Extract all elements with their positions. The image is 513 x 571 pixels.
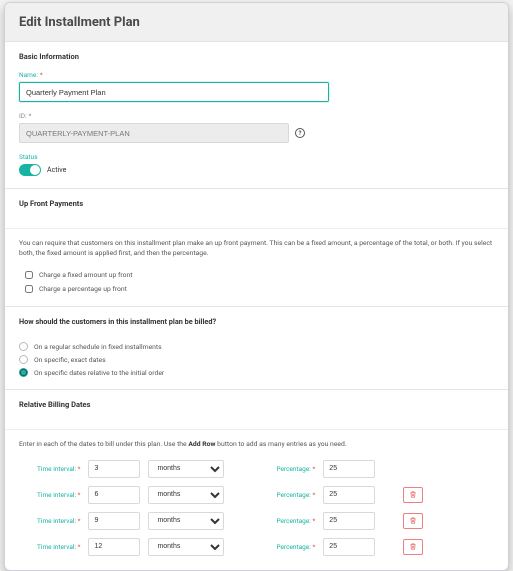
- interval-unit-select[interactable]: months: [148, 460, 224, 478]
- status-text: Active: [47, 166, 66, 174]
- upfront-title: Up Front Payments: [19, 199, 494, 208]
- name-input[interactable]: [19, 82, 329, 102]
- interval-input[interactable]: [88, 512, 140, 530]
- help-icon[interactable]: ?: [295, 128, 305, 138]
- name-label: Name:*: [19, 71, 494, 79]
- relative-row: Time interval: * months Percentage: *: [37, 486, 494, 504]
- billing-relative-radio[interactable]: [19, 368, 28, 377]
- relative-body: Enter in each of the dates to bill under…: [5, 429, 508, 570]
- percentage-label: Percentage: *: [276, 543, 315, 551]
- upfront-desc: You can require that customers on this i…: [19, 239, 494, 258]
- time-interval-label: Time interval: *: [37, 517, 80, 525]
- billing-options: On a regular schedule in fixed installme…: [5, 336, 508, 389]
- delete-row-button[interactable]: [403, 513, 423, 529]
- basic-info-title: Basic Information: [19, 52, 494, 61]
- percentage-input[interactable]: [323, 512, 375, 530]
- billing-regular-option[interactable]: On a regular schedule in fixed installme…: [19, 340, 494, 353]
- interval-unit-select[interactable]: months: [148, 538, 224, 556]
- add-row-label: Add Row: [188, 440, 215, 448]
- upfront-fixed-label: Charge a fixed amount up front: [39, 271, 132, 279]
- interval-unit-select[interactable]: months: [148, 486, 224, 504]
- billing-relative-option[interactable]: On specific dates relative to the initia…: [19, 366, 494, 379]
- radio-icon: [19, 355, 28, 364]
- upfront-pct-checkbox[interactable]: [25, 285, 33, 293]
- section-relative: Relative Billing Dates: [5, 389, 508, 429]
- trash-icon: [409, 490, 417, 499]
- percentage-label: Percentage: *: [276, 465, 315, 473]
- status-field: Status Active: [19, 153, 494, 176]
- upfront-pct-option[interactable]: Charge a percentage up front: [19, 282, 494, 296]
- relative-title: Relative Billing Dates: [19, 400, 494, 409]
- billing-exact-option[interactable]: On specific, exact dates: [19, 353, 494, 366]
- billing-question: How should the customers in this install…: [5, 306, 508, 336]
- relative-desc: Enter in each of the dates to bill under…: [19, 440, 494, 450]
- page-title: Edit Installment Plan: [19, 15, 494, 30]
- status-toggle[interactable]: [19, 164, 41, 176]
- id-label: ID:*: [19, 112, 494, 120]
- interval-input[interactable]: [88, 460, 140, 478]
- id-field: ID:* ?: [19, 112, 494, 143]
- relative-rows: Time interval: *monthsPercentage: *Time …: [37, 460, 494, 556]
- relative-row: Time interval: * months Percentage: *: [37, 460, 494, 478]
- billing-regular-label: On a regular schedule in fixed installme…: [34, 343, 162, 351]
- delete-row-button[interactable]: [403, 487, 423, 503]
- panel-header: Edit Installment Plan: [5, 3, 508, 41]
- time-interval-label: Time interval: *: [37, 543, 80, 551]
- time-interval-label: Time interval: *: [37, 465, 80, 473]
- interval-unit-select[interactable]: months: [148, 512, 224, 530]
- section-upfront: Up Front Payments: [5, 188, 508, 228]
- upfront-fixed-option[interactable]: Charge a fixed amount up front: [19, 268, 494, 282]
- time-interval-label: Time interval: *: [37, 491, 80, 499]
- name-field: Name:*: [19, 71, 494, 102]
- section-basic-info: Basic Information Name:* ID:* ? Status A…: [5, 41, 508, 188]
- interval-input[interactable]: [88, 538, 140, 556]
- radio-icon: [19, 342, 28, 351]
- percentage-input[interactable]: [323, 460, 375, 478]
- delete-row-button[interactable]: [403, 539, 423, 555]
- relative-row: Time interval: * months Percentage: *: [37, 512, 494, 530]
- trash-icon: [409, 542, 417, 551]
- upfront-pct-label: Charge a percentage up front: [39, 285, 127, 293]
- billing-exact-label: On specific, exact dates: [34, 356, 106, 364]
- trash-icon: [409, 516, 417, 525]
- billing-relative-label: On specific dates relative to the initia…: [34, 369, 164, 377]
- interval-input[interactable]: [88, 486, 140, 504]
- relative-row: Time interval: * months Percentage: *: [37, 538, 494, 556]
- status-label: Status: [19, 153, 494, 161]
- percentage-input[interactable]: [323, 486, 375, 504]
- percentage-label: Percentage: *: [276, 491, 315, 499]
- edit-installment-panel: Edit Installment Plan Basic Information …: [4, 2, 509, 571]
- upfront-fixed-checkbox[interactable]: [25, 271, 33, 279]
- id-input: [19, 123, 289, 143]
- upfront-body: You can require that customers on this i…: [5, 228, 508, 306]
- percentage-label: Percentage: *: [276, 517, 315, 525]
- percentage-input[interactable]: [323, 538, 375, 556]
